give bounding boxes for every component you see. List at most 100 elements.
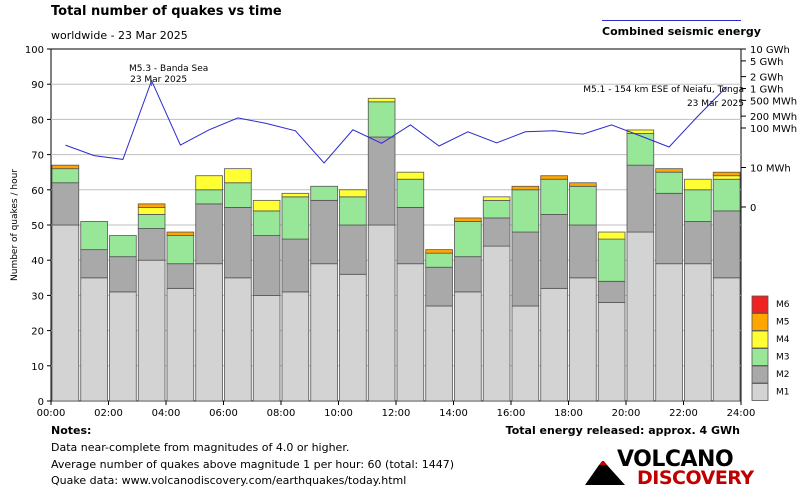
bar-M3-h8 (281, 196, 310, 240)
x-tick-label-3: 06:00 (209, 408, 238, 419)
bar-M5-h0 (51, 164, 80, 170)
bar-M2-h10 (339, 224, 367, 275)
bar-M5-h14 (454, 217, 482, 222)
annotation-0-line-1: M5.3 - Banda Sea (129, 64, 208, 74)
bar-M3-h2 (109, 235, 137, 258)
bar-M5-h3 (137, 203, 166, 208)
bar-M3-h20 (626, 133, 655, 166)
bar-M4-h3 (137, 206, 166, 215)
volcano-discovery-logo[interactable]: VOLCANO DISCOVERY (585, 447, 785, 489)
bar-M2-h0 (51, 182, 80, 226)
bar-M4-h20 (626, 129, 655, 134)
legend-swatch-M3 (751, 348, 769, 366)
y-tick-label-20: 20 (31, 327, 44, 338)
bar-M5-h18 (569, 182, 597, 187)
bar-M3-h14 (454, 221, 482, 258)
bar-M2-h18 (569, 224, 597, 279)
chart-title: Total number of quakes vs time (51, 4, 282, 19)
bar-M2-h2 (109, 256, 137, 293)
bar-M3-h21 (655, 171, 683, 194)
bar-M5-h4 (166, 231, 195, 236)
volcano-logo-icon (585, 461, 625, 485)
bar-M1-h22 (684, 263, 712, 402)
y-tick-label-10: 10 (31, 362, 44, 373)
energy-legend-line (602, 20, 741, 21)
energy-tick-label-6: 100 MWh (750, 124, 797, 135)
bar-M2-h4 (166, 263, 195, 289)
bar-M4-h11 (367, 97, 396, 103)
logo-text-bottom: DISCOVERY (637, 467, 754, 489)
bar-M2-h22 (684, 221, 712, 265)
y-tick-label-70: 70 (31, 151, 44, 162)
legend-label-M3: M3 (776, 353, 790, 363)
bar-M1-h13 (425, 305, 453, 402)
bar-M3-h22 (684, 189, 712, 222)
x-tick-label-5: 10:00 (324, 408, 353, 419)
bar-M1-h12 (396, 263, 425, 402)
bar-M2-h7 (252, 235, 281, 296)
x-tick-label-1: 02:00 (94, 408, 123, 419)
bar-M2-h12 (396, 206, 425, 265)
bar-M3-h12 (396, 178, 425, 208)
bar-M1-h6 (224, 277, 252, 402)
y-tick-label-90: 90 (31, 80, 44, 91)
bar-M2-h13 (425, 266, 453, 307)
bar-M2-h20 (626, 164, 655, 233)
bar-M3-h16 (511, 189, 540, 233)
legend-swatch-M6 (751, 295, 769, 314)
legend-label-M4: M4 (776, 335, 790, 345)
y-tick-label-100: 100 (25, 45, 44, 56)
bar-M3-h15 (482, 199, 511, 219)
x-tick-label-4: 08:00 (267, 408, 296, 419)
energy-tick-label-7: 10 MWh (750, 164, 791, 175)
bar-M2-h5 (195, 203, 223, 265)
bar-M1-h8 (281, 291, 310, 402)
y-axis-label: Number of quakes / hour (10, 169, 20, 281)
bar-M3-h5 (195, 189, 223, 205)
bar-M2-h17 (540, 214, 568, 289)
notes-title: Notes: (51, 424, 92, 437)
bar-M4-h5 (195, 175, 223, 191)
legend-swatch-M2 (751, 365, 769, 384)
note-line-2: Average number of quakes above magnitude… (51, 458, 454, 471)
bar-M1-h16 (511, 305, 540, 402)
x-tick-label-8: 16:00 (497, 408, 526, 419)
legend-swatch-M5 (751, 313, 769, 331)
energy-tick-label-0: 10 GWh (750, 45, 790, 56)
bar-M3-h6 (224, 182, 252, 208)
bar-M5-h21 (655, 168, 683, 173)
annotation-0-line-2: 23 Mar 2025 (130, 75, 187, 85)
energy-tick-label-2: 2 GWh (750, 73, 784, 84)
bar-M1-h2 (109, 291, 137, 402)
bar-M5-h16 (511, 185, 540, 191)
total-energy: Total energy released: approx. 4 GWh (505, 424, 740, 437)
y-tick-label-80: 80 (31, 115, 44, 126)
bar-M5-h13 (425, 249, 453, 254)
bar-M5-h17 (540, 175, 568, 180)
note-line-1: Data near-complete from magnitudes of 4.… (51, 441, 350, 454)
bar-M3-h4 (166, 235, 195, 265)
bar-M1-h9 (310, 263, 338, 402)
x-tick-label-2: 04:00 (152, 408, 181, 419)
bar-M3-h17 (540, 178, 568, 215)
y-tick-label-60: 60 (31, 186, 44, 197)
bar-M1-h3 (137, 259, 166, 402)
bar-M1-h15 (482, 245, 511, 402)
bar-M3-h18 (569, 185, 597, 226)
bar-M1-h7 (252, 294, 281, 402)
bar-M1-h11 (367, 224, 396, 402)
logo-text-top: VOLCANO (617, 447, 734, 472)
legend-label-M2: M2 (776, 370, 790, 380)
y-tick-label-0: 0 (38, 397, 44, 408)
bar-M2-h9 (310, 199, 338, 265)
bar-M1-h21 (655, 263, 683, 402)
bar-M2-h11 (367, 136, 396, 226)
energy-tick-label-8: 0 (750, 203, 756, 214)
bar-M2-h23 (712, 210, 741, 279)
y-tick-label-50: 50 (31, 221, 44, 232)
bar-M4-h7 (252, 199, 281, 212)
bar-M1-h5 (195, 263, 223, 402)
energy-tick-label-1: 5 GWh (750, 57, 784, 68)
legend-label-M5: M5 (776, 318, 790, 328)
